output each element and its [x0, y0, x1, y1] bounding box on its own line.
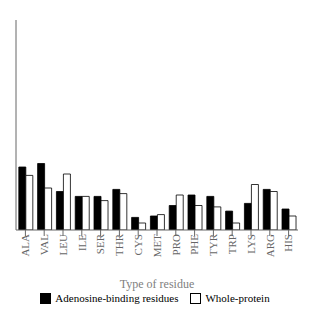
svg-text:PHE: PHE [188, 234, 200, 255]
svg-text:SER: SER [94, 233, 106, 254]
html-text:Whole-protein: Whole-protein [205, 292, 270, 304]
svg-text:CYS: CYS [132, 234, 144, 255]
svg-text:HIS: HIS [282, 234, 294, 252]
svg-text:THR: THR [113, 233, 125, 256]
svg-text:ALA: ALA [19, 234, 31, 257]
svg-text:TYR: TYR [207, 233, 219, 256]
svg-text:VAL: VAL [38, 234, 50, 255]
svg-text:TRP: TRP [226, 234, 238, 254]
svg-text:Type of residue: Type of residue [120, 277, 194, 291]
html-text:Adenosine-binding residues: Adenosine-binding residues [55, 292, 179, 304]
svg-text:ILE: ILE [76, 234, 88, 251]
svg-text:MET: MET [151, 234, 163, 258]
svg-text:PRO: PRO [170, 234, 182, 255]
svg-text:LYS: LYS [245, 234, 257, 254]
svg-text:LEU: LEU [57, 234, 69, 255]
svg-text:ARG: ARG [264, 234, 276, 257]
